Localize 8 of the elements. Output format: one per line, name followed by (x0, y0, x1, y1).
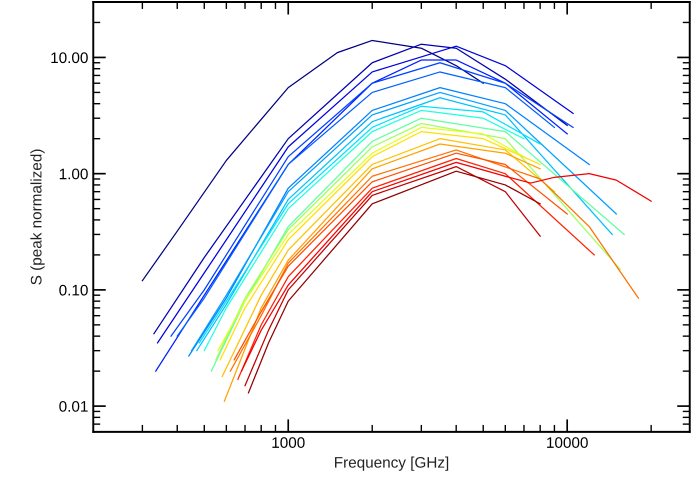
x-tick-label: 1000 (272, 437, 305, 448)
y-tick-label: 10.00 (51, 52, 88, 64)
y-tick-label: 0.10 (59, 284, 88, 296)
x-axis-title: Frequency [GHz] (335, 456, 448, 471)
y-tick-label: 0.01 (59, 400, 88, 412)
y-axis-title: S (peak normalized) (30, 150, 45, 285)
x-tick-label: 10000 (547, 437, 588, 448)
y-tick-label: 1.00 (60, 168, 88, 180)
